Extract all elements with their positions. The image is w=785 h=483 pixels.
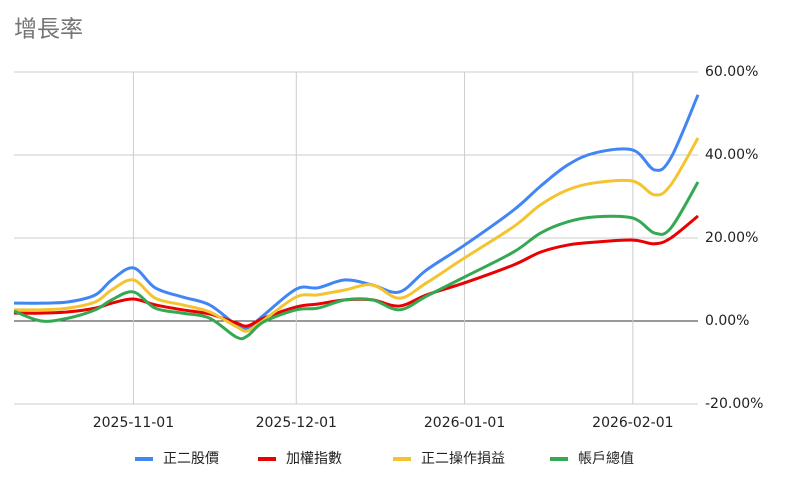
chart-title: 增長率 xyxy=(14,17,83,43)
series-line xyxy=(13,137,700,333)
legend-label: 正二操作損益 xyxy=(421,451,505,467)
y-tick-label: 20.00% xyxy=(705,230,758,246)
legend-label: 正二股價 xyxy=(163,450,219,467)
series-line xyxy=(13,214,699,328)
y-tick-label: 40.00% xyxy=(705,147,758,163)
x-tick-label: 2026-02-01 xyxy=(592,415,673,431)
y-tick-label: 0.00% xyxy=(705,313,749,329)
y-tick-label: -20.00% xyxy=(705,396,763,412)
x-tick-label: 2026-01-01 xyxy=(424,415,505,431)
y-tick-label: 60.00% xyxy=(705,64,758,80)
series-line xyxy=(13,181,700,341)
series-line xyxy=(13,94,700,331)
x-tick-label: 2025-12-01 xyxy=(256,415,337,431)
x-tick-label: 2025-11-01 xyxy=(93,415,174,431)
legend-label: 帳戶總值 xyxy=(578,450,634,467)
legend-label: 加權指數 xyxy=(286,451,342,467)
